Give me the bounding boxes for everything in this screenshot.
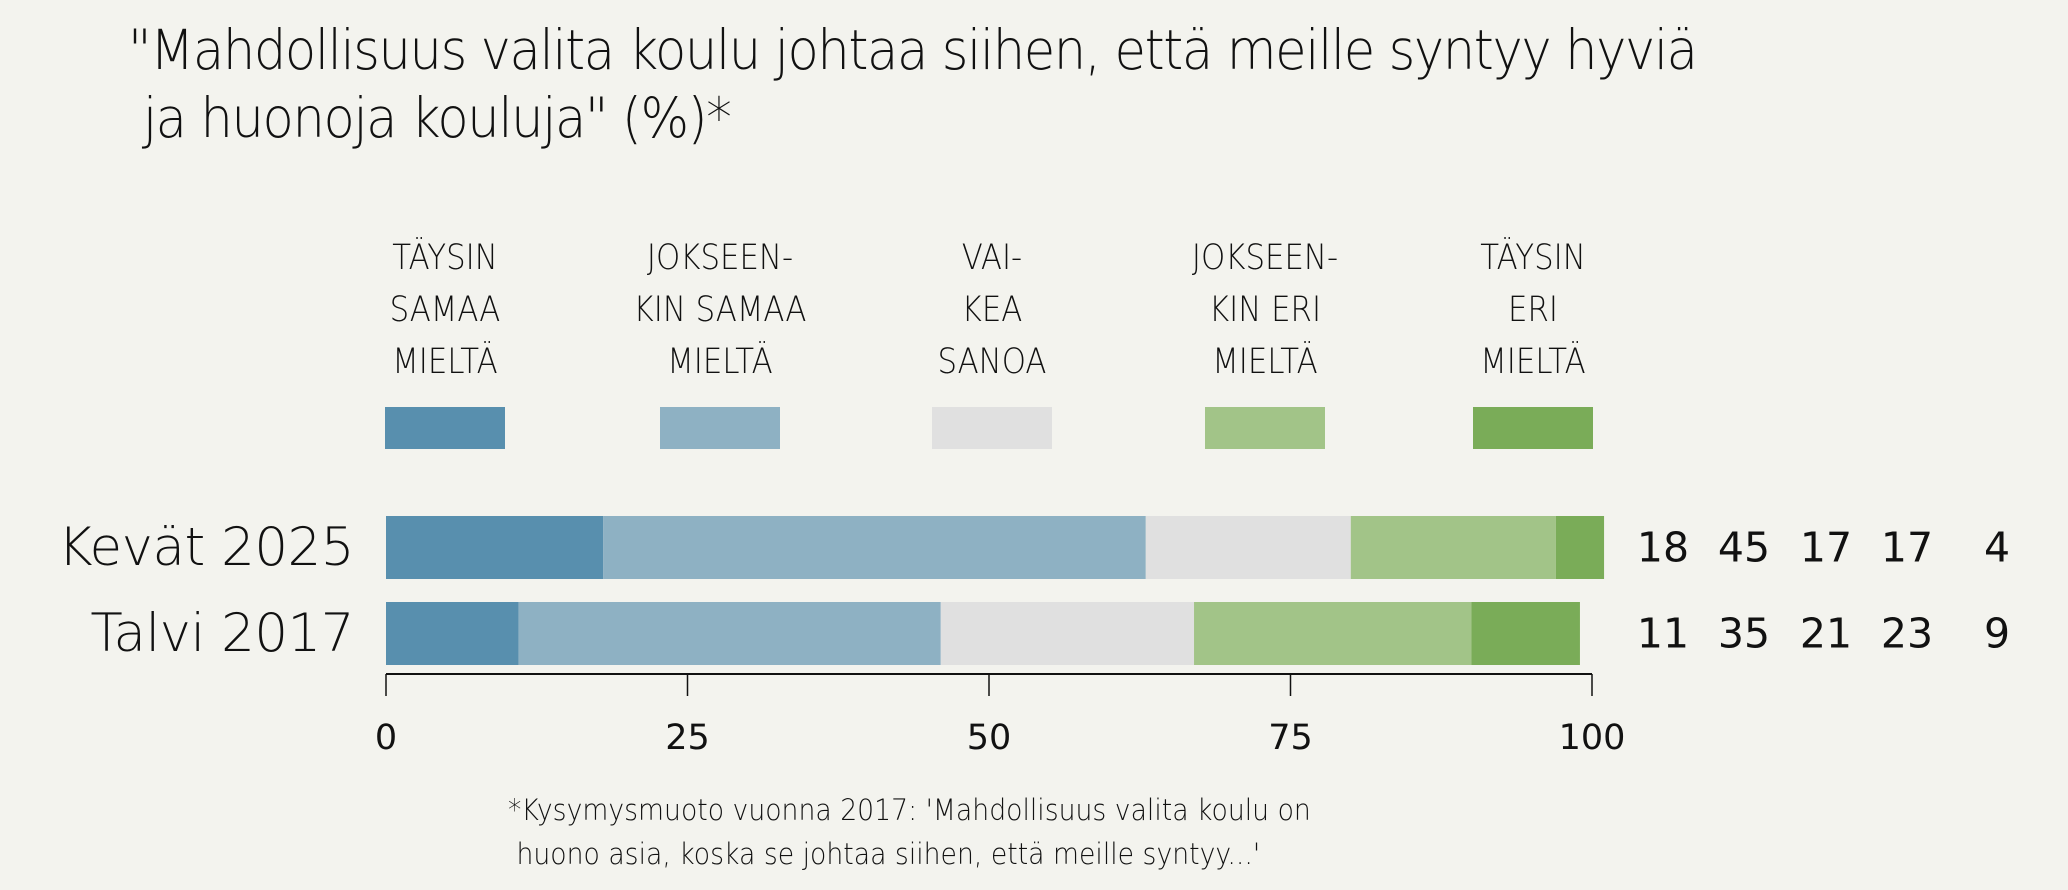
legend-swatch: [385, 407, 505, 449]
footnote: *Kysymysmuoto vuonna 2017: 'Mahdollisuus…: [508, 793, 1311, 871]
legend-swatch: [660, 407, 780, 449]
legend-label: JOKSEEN- KIN ERI MIELTÄ: [1191, 238, 1339, 382]
legend-swatch: [1205, 407, 1325, 449]
data-label: 35: [1718, 610, 1770, 658]
bar-segment: [518, 602, 941, 665]
legend-item-taysin-eri: TÄYSIN ERI MIELTÄ: [1423, 232, 1643, 449]
bar-segment: [1145, 516, 1351, 579]
data-label: 45: [1718, 524, 1770, 572]
legend-item-jokseenkin-samaa: JOKSEEN- KIN SAMAA MIELTÄ: [610, 232, 830, 449]
chart-title: "Mahdollisuus valita koulu johtaa siihen…: [128, 18, 1698, 150]
bar-segment: [1350, 516, 1556, 579]
data-label: 23: [1881, 610, 1933, 658]
data-label: 17: [1881, 524, 1933, 572]
data-label: 9: [1984, 610, 2010, 658]
bar-segment: [1471, 602, 1580, 665]
legend-item-jokseenkin-eri: JOKSEEN- KIN ERI MIELTÄ: [1155, 232, 1375, 449]
bar-segment: [1194, 602, 1472, 665]
legend-swatch: [1473, 407, 1593, 449]
bar-segment: [1555, 516, 1605, 579]
legend-label: JOKSEEN- KIN SAMAA MIELTÄ: [633, 238, 807, 382]
data-label: 4: [1984, 524, 2010, 572]
legend-item-vaikea-sanoa: VAI- KEA SANOA: [882, 232, 1102, 449]
legend-item-taysin-samaa: TÄYSIN SAMAA MIELTÄ: [335, 232, 555, 449]
legend-label: VAI- KEA SANOA: [937, 238, 1047, 382]
bar-segment: [940, 602, 1195, 665]
legend-label: TÄYSIN ERI MIELTÄ: [1480, 238, 1586, 382]
x-tick-label: 100: [1559, 718, 1626, 758]
data-label: 17: [1800, 524, 1852, 572]
x-tick-label: 75: [1268, 718, 1313, 758]
legend-swatch: [932, 407, 1052, 449]
bar-segment: [386, 602, 519, 665]
bar-segment: [386, 516, 604, 579]
category-label-kevat-2025: Kevät 2025: [57, 517, 355, 578]
bar-segment: [603, 516, 1146, 579]
data-label: 21: [1800, 610, 1852, 658]
data-label: 18: [1637, 524, 1689, 572]
data-label: 11: [1637, 610, 1689, 658]
x-tick-label: 25: [665, 718, 710, 758]
x-tick-label: 0: [375, 718, 397, 758]
legend-label: TÄYSIN SAMAA MIELTÄ: [389, 238, 501, 382]
x-tick-label: 50: [967, 718, 1012, 758]
category-label-talvi-2017: Talvi 2017: [90, 603, 354, 664]
